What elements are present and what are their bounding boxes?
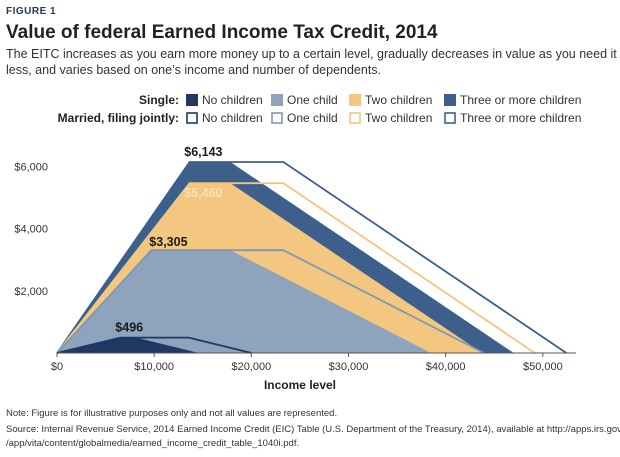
chart-title: Value of federal Earned Income Tax Credi… [6,22,438,43]
data-label-3-305: $3,305 [149,235,187,249]
legend-swatch-single-two-children [349,94,361,106]
legend-married-label: Married, filing jointly: [58,111,179,125]
legend-single-two-children: Two children [365,93,432,107]
y-tick-label: $2,000 [14,286,48,298]
legend-married-three-plus: Three or more children [460,111,581,125]
legend-married-one-child: One child [287,111,338,125]
x-tick-label: $20,000 [231,361,271,373]
x-tick-label: $30,000 [329,361,369,373]
y-tick-label: $4,000 [14,224,48,236]
legend-swatch-single-no-children [186,94,198,106]
legend-single-no-children: No children [202,93,263,107]
line-married-no-children [56,336,252,354]
legend-single-three-plus: Three or more children [460,93,581,107]
legend-swatch-married-three-plus [444,112,456,124]
line-married-two-children [56,182,536,354]
subtitle-line-2: less, and varies based on one’s income a… [6,63,381,77]
legend-married-no-children: No children [202,111,263,125]
legend-swatch-married-no-children [186,112,198,124]
figure-label: FIGURE 1 [6,6,56,17]
source-line-2: /app/vita/content/globalmedia/earned_inc… [6,438,299,449]
x-axis-title: Income level [264,378,336,392]
legend-single-one-child: One child [287,93,338,107]
plot-area: $0 $10,000 $20,000 $30,000 $40,000 $50,000 $2,… [14,145,576,373]
x-tick-label: $40,000 [426,361,466,373]
x-tick-label: $50,000 [523,361,563,373]
legend: Single: Married, filing jointly: No chil… [58,93,582,125]
legend-swatch-married-two-children [349,112,361,124]
legend-swatch-single-three-plus [444,94,456,106]
legend-swatch-single-one-child [271,94,283,106]
area-single-one-child [57,250,432,353]
source-line-1: Source: Internal Revenue Service, 2014 E… [6,424,620,435]
legend-married-two-children: Two children [365,111,432,125]
area-single-no-children [57,337,199,353]
y-tick-label: $6,000 [14,161,48,173]
legend-swatch-married-one-child [271,112,283,124]
footnote: Note: Figure is for illustrative purpose… [6,408,337,419]
x-tick-label: $0 [51,361,63,373]
data-label-5-460: $5,460 [184,186,222,200]
x-tick-label: $10,000 [134,361,174,373]
data-label-496: $496 [115,321,143,335]
subtitle-line-1: The EITC increases as you earn more mone… [6,47,617,61]
line-married-three-or-more-children [56,161,567,354]
legend-single-label: Single: [139,93,179,107]
data-label-6-143: $6,143 [184,145,222,159]
line-married-one-child [56,249,485,354]
